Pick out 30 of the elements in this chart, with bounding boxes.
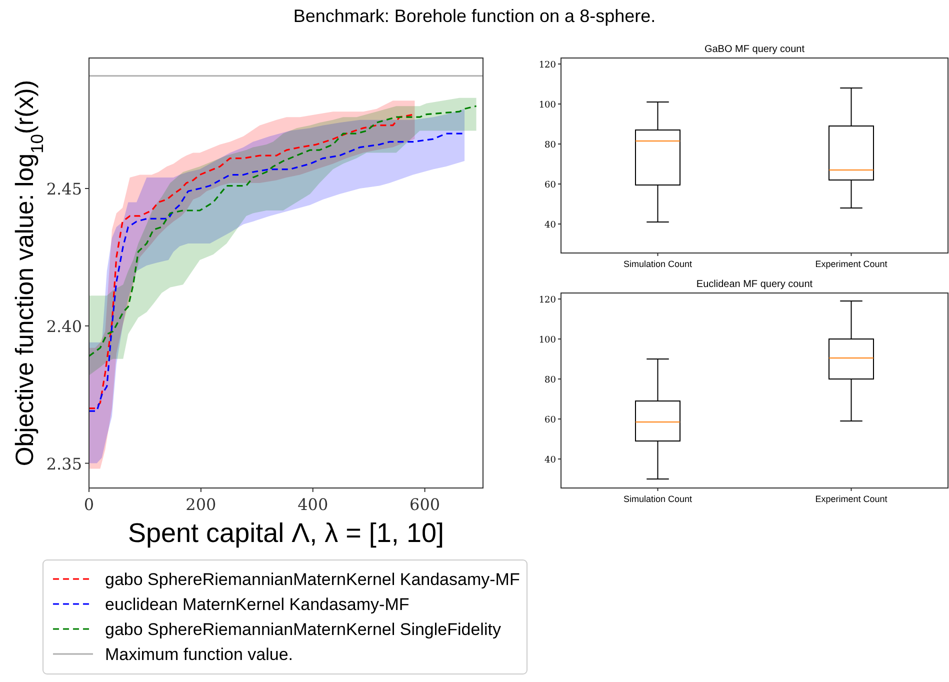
x-axis-title: Spent capital Λ, λ = [1, 10] [128, 518, 444, 548]
legend-label: euclidean MaternKernel Kandasamy-MF [105, 595, 410, 614]
y-tick-label: 100 [538, 336, 556, 346]
y-tick-label: 2.40 [46, 316, 82, 336]
x-tick-label: 600 [410, 495, 440, 514]
chart-title: GaBO MF query count [704, 44, 805, 55]
y-tick-label: 80 [544, 140, 556, 150]
x-tick-label: Simulation Count [623, 494, 693, 504]
y-tick-label: 100 [538, 100, 556, 110]
x-tick-label: Simulation Count [623, 259, 693, 269]
y-tick-label: 60 [544, 180, 556, 190]
y-tick-label: 60 [544, 416, 556, 426]
x-tick-label: Experiment Count [815, 259, 888, 269]
y-tick-label: 40 [544, 220, 556, 230]
line-series [88, 132, 466, 412]
y-tick-label: 2.35 [46, 454, 82, 474]
x-tick-label: 0 [84, 495, 94, 514]
legend-label: Maximum function value. [105, 645, 294, 664]
y-tick-label: 40 [544, 456, 556, 466]
y-tick-label: 120 [538, 296, 556, 306]
x-tick-label: 200 [186, 495, 216, 514]
y-tick-label: 2.45 [46, 180, 82, 199]
legend-label: gabo SphereRiemannianMaternKernel Kandasamy-MF [105, 570, 520, 589]
legend-label: gabo SphereRiemannianMaternKernel SingleFidelity [105, 620, 502, 639]
x-tick-label: 400 [298, 495, 328, 514]
x-tick-label: Experiment Count [815, 494, 888, 504]
chart-title: Benchmark: Borehole function on a 8-sphere. [293, 6, 656, 26]
y-tick-label: 80 [544, 376, 556, 386]
chart-title: Euclidean MF query count [696, 279, 813, 290]
y-tick-label: 120 [538, 60, 556, 70]
